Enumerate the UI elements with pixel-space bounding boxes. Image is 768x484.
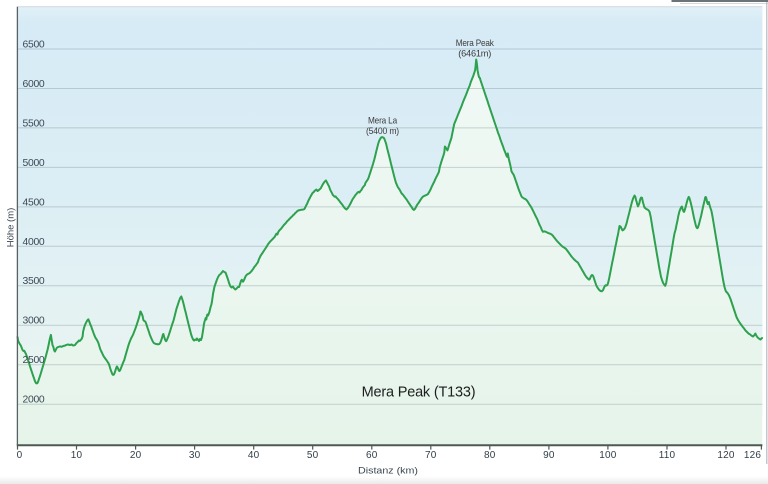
svg-text:Mera Peak (T133): Mera Peak (T133) [362,385,476,401]
svg-text:6500: 6500 [23,39,45,50]
svg-text:20: 20 [130,450,142,461]
svg-text:4000: 4000 [23,237,45,248]
svg-text:110: 110 [659,450,676,461]
svg-text:3500: 3500 [23,276,45,287]
svg-text:Distanz (km): Distanz (km) [358,466,418,477]
svg-text:Mera La: Mera La [368,116,398,127]
svg-text:2000: 2000 [23,395,45,406]
svg-text:(6461m): (6461m) [458,49,491,60]
svg-text:4500: 4500 [23,197,45,208]
svg-text:(5400 m): (5400 m) [366,126,399,137]
svg-text:80: 80 [484,450,496,461]
svg-text:70: 70 [425,450,437,461]
svg-text:40: 40 [248,450,260,461]
svg-text:60: 60 [366,450,378,461]
svg-text:Mera Peak: Mera Peak [456,38,494,49]
svg-text:30: 30 [189,450,201,461]
svg-text:120: 120 [717,450,735,461]
svg-text:5500: 5500 [23,118,45,129]
svg-text:Höhe (m): Höhe (m) [6,208,17,248]
svg-text:10: 10 [71,450,83,461]
svg-text:2500: 2500 [23,355,45,366]
svg-text:6000: 6000 [23,79,45,90]
svg-text:100: 100 [599,450,617,461]
svg-text:50: 50 [307,450,319,461]
svg-text:3000: 3000 [23,316,45,327]
svg-text:126: 126 [744,450,762,461]
svg-text:90: 90 [543,450,555,461]
svg-text:5000: 5000 [23,158,45,169]
svg-text:0: 0 [17,450,23,461]
